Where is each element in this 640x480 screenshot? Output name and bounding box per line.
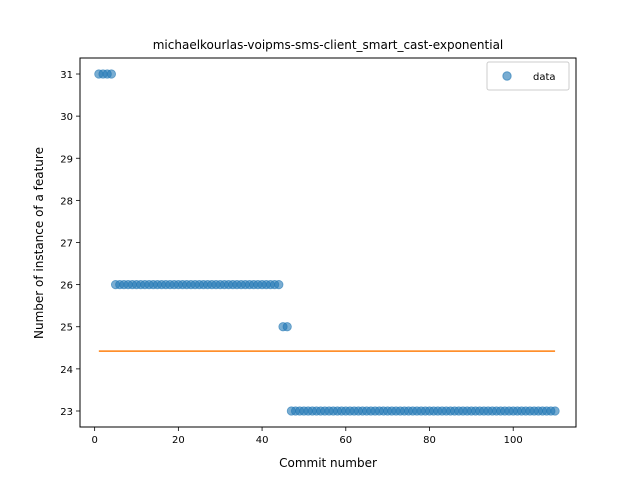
legend: data	[486, 61, 570, 91]
y-axis-label: Number of instance of a feature	[32, 147, 46, 339]
x-tick-label: 40	[256, 435, 269, 446]
chart-title: michaelkourlas-voipms-sms-client_smart_c…	[153, 38, 504, 52]
data-point	[274, 280, 284, 290]
y-tick-label: 24	[60, 365, 73, 376]
y-tick-label: 30	[60, 112, 73, 123]
x-tick-label: 80	[423, 435, 436, 446]
y-tick-label: 29	[60, 154, 73, 165]
legend-label: data	[533, 72, 556, 83]
axis-ticks: 0 20 40 60 80 100 23 24 25 26 27 28 29 30 31	[60, 70, 522, 446]
x-axis-label: Commit number	[279, 456, 377, 470]
x-tick-label: 100	[504, 435, 523, 446]
y-tick-label: 25	[60, 323, 73, 334]
y-tick-label: 27	[60, 239, 73, 250]
y-tick-label: 26	[60, 281, 73, 292]
data-point	[282, 322, 292, 332]
y-tick-label: 23	[60, 407, 73, 418]
x-tick-label: 60	[339, 435, 352, 446]
data-point	[550, 406, 560, 416]
y-tick-label: 31	[60, 70, 73, 81]
legend-marker	[502, 71, 512, 81]
x-tick-label: 20	[172, 435, 185, 446]
x-tick-label: 0	[91, 435, 97, 446]
plot-marks	[94, 69, 560, 416]
data-point	[106, 69, 116, 79]
y-tick-label: 28	[60, 196, 73, 207]
legend-box	[486, 61, 570, 91]
